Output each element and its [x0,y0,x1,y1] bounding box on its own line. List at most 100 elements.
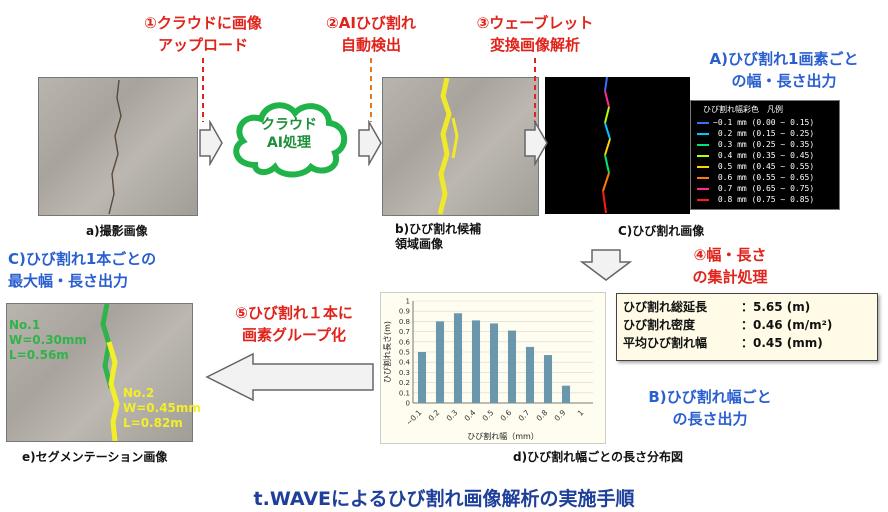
x-tick-label: 0.3 [445,408,460,423]
bar [435,321,445,403]
legend-row: 0.7 mm (0.65 ~ 0.75) [691,183,839,194]
y-tick-label: 0.4 [399,359,411,367]
arrow-right-1 [199,120,223,166]
legend-rows: ~0.1 mm (0.00 ~ 0.15) 0.2 mm (0.15 ~ 0.2… [691,117,839,205]
step-1-label: ①クラウドに画像 アップロード [144,14,262,54]
legend-swatch [697,198,709,201]
bar [453,313,463,403]
stat-value: ：5.65 (m) [741,299,811,314]
stat-rows: ひび割れ総延長 ：5.65 (m) ひび割れ密度 ：0.46 (m/m²) 平均ひび割れ… [623,297,871,351]
stat-label: ひび割れ密度 [623,317,696,332]
segment-no1-length: L=0.56m [9,348,69,362]
x-axis-label: ひび割れ幅（mm） [467,431,539,441]
step-2-label: ②AIひび割れ 自動検出 [326,14,416,54]
legend-label: 0.5 mm (0.45 ~ 0.55) [713,162,815,171]
cloud-shape [233,102,347,178]
segmentation-image: No.1 W=0.30mm L=0.56m No.2 W=0.45mm L=0.… [6,303,201,442]
step-3-label: ③ウェーブレット 変換画像解析 [476,14,594,54]
segment-no1-width: W=0.30mm [9,333,87,347]
segment-no2-id: No.2 [123,386,155,400]
bar [525,346,535,403]
bar [471,320,481,403]
segment-no1-id: No.1 [9,318,41,332]
chart-svg: 00.10.20.30.40.50.60.70.80.91~0.1 0.2 0.3 0… [382,298,593,441]
stat-label: ひび割れ総延長 [623,299,708,314]
step-5-label: ⑤ひび割れ１本に 画素グループ化 [235,304,353,344]
step-4-label: ④幅・長さ の集計処理 [692,246,768,286]
arrow-right-2 [358,120,382,166]
y-axis-label: ひび割れ長さ(m) [382,321,392,383]
legend-row: 0.8 mm (0.75 ~ 0.85) [691,194,839,205]
bar [561,385,571,403]
y-tick-label: 0.6 [399,338,411,346]
legend-label: 0.4 mm (0.35 ~ 0.45) [713,151,815,160]
x-tick-label: 0.2 [427,408,442,423]
output-c-label: C)ひび割れ1本ごとの 最大幅・長さ出力 [8,250,157,290]
y-tick-label: 1 [406,298,410,306]
bar [543,355,553,403]
segment-no2-info: No.2 W=0.45mm L=0.82m [123,386,201,431]
x-tick-label: 0.4 [463,408,478,423]
bar [489,323,499,403]
stat-row: ひび割れ総延長 ：5.65 (m) [623,297,871,315]
legend-swatch [697,132,709,135]
legend-row: 0.4 mm (0.35 ~ 0.45) [691,150,839,161]
legend-swatch [697,154,709,157]
legend-label: ~0.1 mm (0.00 ~ 0.15) [713,118,815,127]
page-title: t.WAVEによるひび割れ画像解析の実施手順 [253,488,635,510]
x-tick-label: 0.5 [481,408,496,423]
output-b-label: B)ひび割れ幅ごと の長さ出力 [648,388,772,428]
caption-b-line1: b)ひび割れ候補 領域画像 [395,222,481,252]
photo-candidate [382,77,539,216]
x-tick-label: ~0.1 [404,408,423,427]
legend-swatch [697,187,709,190]
caption-e: e)セグメンテーション画像 [22,450,168,464]
caption-b: b)ひび割れ候補 領域画像 [395,222,482,251]
y-tick-label: 0.1 [399,389,410,397]
arrow-down [580,249,632,281]
legend-swatch [697,143,709,146]
leader-lines [202,58,536,122]
y-tick-label: 0.8 [399,318,410,326]
legend-row: 0.5 mm (0.45 ~ 0.55) [691,161,839,172]
stat-row: 平均ひび割れ幅 ：0.45 (mm) [623,333,871,351]
legend-label: 0.3 mm (0.25 ~ 0.35) [713,140,815,149]
crack-line [108,79,122,215]
width-legend: ひび割れ幅彩色 凡例 ~0.1 mm (0.00 ~ 0.15) 0.2 mm … [690,100,840,210]
legend-label: 0.8 mm (0.75 ~ 0.85) [713,195,815,204]
segment-no2-length: L=0.82m [123,416,183,430]
legend-row: 0.2 mm (0.15 ~ 0.25) [691,128,839,139]
x-tick-label: 1 [576,408,586,418]
stat-value: ：0.46 (m/m²) [741,317,833,332]
length-distribution-chart: 0 0.1 0.2 0.3 0.4 0.5 0.6 0.7 0.8 0.9 1 ~0.1 0.2 0.3 0… [380,292,606,444]
stat-value: ：0.45 (mm) [741,335,823,350]
summary-stats: ひび割れ総延長 ：5.65 (m) ひび割れ密度 ：0.46 (m/m²) 平均ひび割れ… [616,293,878,361]
legend-label: 0.2 mm (0.15 ~ 0.25) [713,129,815,138]
legend-label: 0.6 mm (0.55 ~ 0.65) [713,173,815,182]
photo-original [38,77,198,216]
x-tick-label: 0.9 [553,408,568,423]
y-tick-label: 0 [406,400,410,408]
bar [507,330,517,403]
y-tick-label: 0.2 [399,379,410,387]
legend-swatch [697,176,709,179]
legend-row: ~0.1 mm (0.00 ~ 0.15) [691,117,839,128]
x-tick-label: 0.8 [535,408,550,423]
stat-row: ひび割れ密度 ：0.46 (m/m²) [623,315,871,333]
y-tick-label: 0.3 [399,369,410,377]
output-a-label: A)ひび割れ1画素ごと の幅・長さ出力 [709,50,859,90]
y-tick-label: 0.7 [399,328,410,336]
arrow-right-3 [524,120,548,166]
legend-title: ひび割れ幅彩色 凡例 [703,105,783,114]
x-tick-label: 0.6 [499,408,514,423]
y-tick-label: 0.9 [399,308,410,316]
segment-no1-info: No.1 W=0.30mm L=0.56m [9,318,87,363]
legend-swatch [697,121,709,124]
caption-a: a)撮影画像 [86,224,148,238]
colored-crack [602,76,611,214]
crack-color-image [545,76,690,214]
legend-row: 0.3 mm (0.25 ~ 0.35) [691,139,839,150]
x-tick-label: 0.7 [517,408,532,423]
arrow-left [205,352,374,402]
segments-drawing [100,303,120,442]
